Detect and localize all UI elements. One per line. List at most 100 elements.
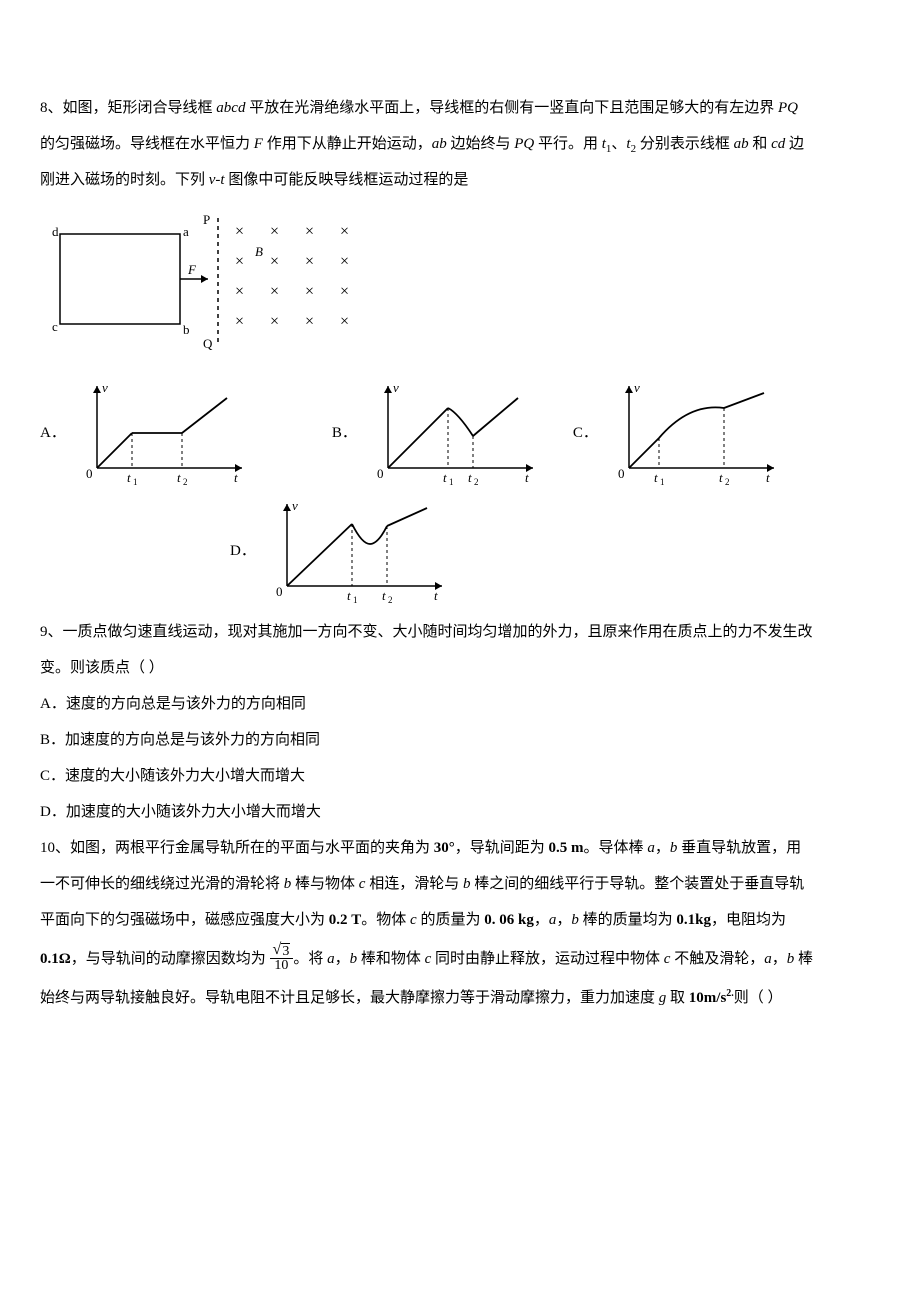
lbl-Q: Q bbox=[203, 336, 213, 351]
svg-text:×: × bbox=[235, 283, 244, 300]
svg-text:1: 1 bbox=[660, 477, 665, 487]
q8-options-row1: A． v 0 t t1 t2 B． bbox=[40, 378, 880, 488]
svg-text:1: 1 bbox=[133, 477, 138, 487]
q8-t2b: 作用下从静止开始运动， bbox=[263, 136, 432, 152]
q8-F: F bbox=[254, 136, 263, 152]
optD-label: D． bbox=[230, 533, 256, 569]
cross-grid: × × × × × × × × × × × × × × × × bbox=[235, 223, 349, 330]
lbl-F: F bbox=[187, 262, 197, 277]
svg-text:×: × bbox=[235, 223, 244, 240]
svg-text:t: t bbox=[382, 588, 386, 603]
svg-text:×: × bbox=[305, 223, 314, 240]
svg-text:t: t bbox=[719, 470, 723, 485]
svg-text:t: t bbox=[234, 470, 238, 485]
svg-text:×: × bbox=[270, 253, 279, 270]
q8-t3b: 图像中可能反映导线框运动过程的是 bbox=[225, 172, 469, 188]
lbl-b: b bbox=[183, 322, 190, 337]
svg-text:×: × bbox=[340, 253, 349, 270]
svg-text:2: 2 bbox=[474, 477, 479, 487]
svg-text:×: × bbox=[270, 223, 279, 240]
svg-text:t: t bbox=[434, 588, 438, 603]
q8-t1b: 平放在光滑绝缘水平面上，导线框的右侧有一竖直向下且范围足够大的有左边界 bbox=[245, 100, 778, 116]
q8-t3a: 刚进入磁场的时刻。下列 bbox=[40, 172, 209, 188]
optA-label: A． bbox=[40, 415, 66, 451]
svg-text:t: t bbox=[127, 470, 131, 485]
svg-text:×: × bbox=[235, 313, 244, 330]
q8-t2c: 边始终与 bbox=[447, 136, 515, 152]
q8-line3: 刚进入磁场的时刻。下列 v-t 图像中可能反映导线框运动过程的是 bbox=[40, 162, 880, 198]
svg-text:×: × bbox=[305, 313, 314, 330]
q8-number: 8、 bbox=[40, 100, 63, 116]
q10-line2: 一不可伸长的细线绕过光滑的滑轮将 b 棒与物体 c 相连，滑轮与 b 棒之间的细… bbox=[40, 866, 880, 902]
svg-text:v: v bbox=[292, 498, 298, 513]
svg-text:2: 2 bbox=[183, 477, 188, 487]
q8-options-row2: D． v 0 t t1 t2 bbox=[40, 496, 880, 606]
fraction: √310 bbox=[270, 942, 294, 973]
q8-t2g: 边 bbox=[785, 136, 804, 152]
svg-text:0: 0 bbox=[618, 466, 625, 481]
q8-ab1: ab bbox=[432, 136, 447, 152]
q10-line1: 10、如图，两根平行金属导轨所在的平面与水平面的夹角为 30°，导轨间距为 0.… bbox=[40, 830, 880, 866]
q8-t2a: 的匀强磁场。导线框在水平恒力 bbox=[40, 136, 254, 152]
svg-text:t: t bbox=[525, 470, 529, 485]
svg-text:×: × bbox=[270, 283, 279, 300]
svg-text:v: v bbox=[393, 380, 399, 395]
q8-t2d: 平行。用 bbox=[534, 136, 602, 152]
q10-line5: 始终与两导轨接触良好。导轨电阻不计且足够长，最大静摩擦力等于滑动摩擦力，重力加速… bbox=[40, 980, 880, 1016]
q9-number: 9、 bbox=[40, 624, 63, 640]
q9-line1: 9、一质点做匀速直线运动，现对其施加一方向不变、大小随时间均匀增加的外力，且原来… bbox=[40, 614, 880, 650]
q8-vt: v-t bbox=[209, 172, 225, 188]
svg-text:v: v bbox=[102, 380, 108, 395]
lbl-B: B bbox=[255, 244, 263, 259]
q9-line2: 变。则该质点（ ） bbox=[40, 650, 880, 686]
q8-t1a: 如图，矩形闭合导线框 bbox=[63, 100, 217, 116]
q9-B: B．加速度的方向总是与该外力的方向相同 bbox=[40, 722, 880, 758]
svg-text:0: 0 bbox=[377, 466, 384, 481]
svg-text:×: × bbox=[340, 283, 349, 300]
q9-C: C．速度的大小随该外力大小增大而增大 bbox=[40, 758, 880, 794]
svg-text:t: t bbox=[468, 470, 472, 485]
svg-text:t: t bbox=[654, 470, 658, 485]
svg-text:1: 1 bbox=[449, 477, 454, 487]
q8-diagram-svg: d a c b F P Q B × × × × × × × × bbox=[40, 206, 370, 356]
svg-text:×: × bbox=[235, 253, 244, 270]
svg-text:2: 2 bbox=[388, 595, 393, 605]
q8-ab2: ab bbox=[734, 136, 749, 152]
svg-text:t: t bbox=[347, 588, 351, 603]
svg-text:×: × bbox=[340, 313, 349, 330]
q8-diagram: d a c b F P Q B × × × × × × × × bbox=[40, 206, 880, 370]
svg-text:×: × bbox=[270, 313, 279, 330]
lbl-P: P bbox=[203, 212, 210, 227]
svg-text:1: 1 bbox=[353, 595, 358, 605]
q8-t2e: 分别表示线框 bbox=[636, 136, 734, 152]
q10-line3: 平面向下的匀强磁场中，磁感应强度大小为 0.2 T。物体 c 的质量为 0. 0… bbox=[40, 902, 880, 938]
svg-text:v: v bbox=[634, 380, 640, 395]
optB-label: B． bbox=[332, 415, 357, 451]
q8-t2f: 和 bbox=[749, 136, 772, 152]
svg-text:×: × bbox=[340, 223, 349, 240]
q9-A: A．速度的方向总是与该外力的方向相同 bbox=[40, 686, 880, 722]
svg-text:2: 2 bbox=[725, 477, 730, 487]
chartA-svg: v 0 t t1 t2 bbox=[72, 378, 252, 488]
q8-line2: 的匀强磁场。导线框在水平恒力 F 作用下从静止开始运动，ab 边始终与 PQ 平… bbox=[40, 126, 880, 162]
lbl-c: c bbox=[52, 319, 58, 334]
q10-line4: 0.1Ω，与导轨间的动摩擦因数均为 √310。将 a，b 棒和物体 c 同时由静… bbox=[40, 938, 880, 980]
svg-text:0: 0 bbox=[86, 466, 93, 481]
svg-text:t: t bbox=[177, 470, 181, 485]
chartD-svg: v 0 t t1 t2 bbox=[262, 496, 452, 606]
lbl-a: a bbox=[183, 224, 189, 239]
svg-text:×: × bbox=[305, 283, 314, 300]
q9-D: D．加速度的大小随该外力大小增大而增大 bbox=[40, 794, 880, 830]
svg-text:t: t bbox=[766, 470, 770, 485]
svg-text:t: t bbox=[443, 470, 447, 485]
lbl-d: d bbox=[52, 224, 59, 239]
chartC-svg: v 0 t t1 t2 bbox=[604, 378, 784, 488]
q8-cd: cd bbox=[771, 136, 785, 152]
q8-sep: 、 bbox=[611, 136, 626, 152]
svg-text:×: × bbox=[305, 253, 314, 270]
page: 8、如图，矩形闭合导线框 abcd 平放在光滑绝缘水平面上，导线框的右侧有一竖直… bbox=[0, 0, 920, 1076]
q10-number: 10、 bbox=[40, 840, 70, 856]
svg-text:0: 0 bbox=[276, 584, 283, 599]
chartB-svg: v 0 t t1 t2 bbox=[363, 378, 543, 488]
q8-pq1: PQ bbox=[778, 100, 798, 116]
